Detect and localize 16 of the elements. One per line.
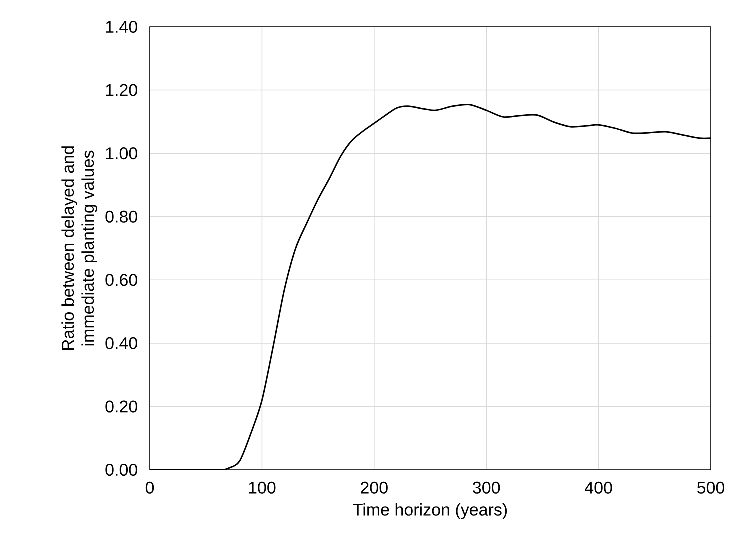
y-tick-label: 0.40 — [106, 337, 138, 350]
x-tick-label: 100 — [249, 482, 276, 494]
x-tick-label: 500 — [698, 482, 725, 494]
x-tick-label: 0 — [146, 482, 154, 494]
y-tick-label: 1.20 — [106, 84, 138, 96]
y-tick-label: 1.00 — [106, 148, 138, 160]
x-tick-label: 300 — [473, 482, 500, 494]
x-axis-title: Time horizon (years) — [353, 503, 508, 520]
x-tick-label: 400 — [585, 482, 612, 494]
y-tick-label: 0.60 — [106, 274, 138, 286]
y-axis-title: Ratio between delayed and immediate planting values — [62, 146, 98, 350]
y-tick-label: 0.20 — [106, 400, 138, 413]
y-tick-label: 0.80 — [106, 210, 138, 223]
y-tick-label: 1.40 — [106, 20, 138, 34]
x-tick-label: 200 — [361, 482, 388, 494]
y-tick-label: 0.00 — [106, 464, 138, 476]
